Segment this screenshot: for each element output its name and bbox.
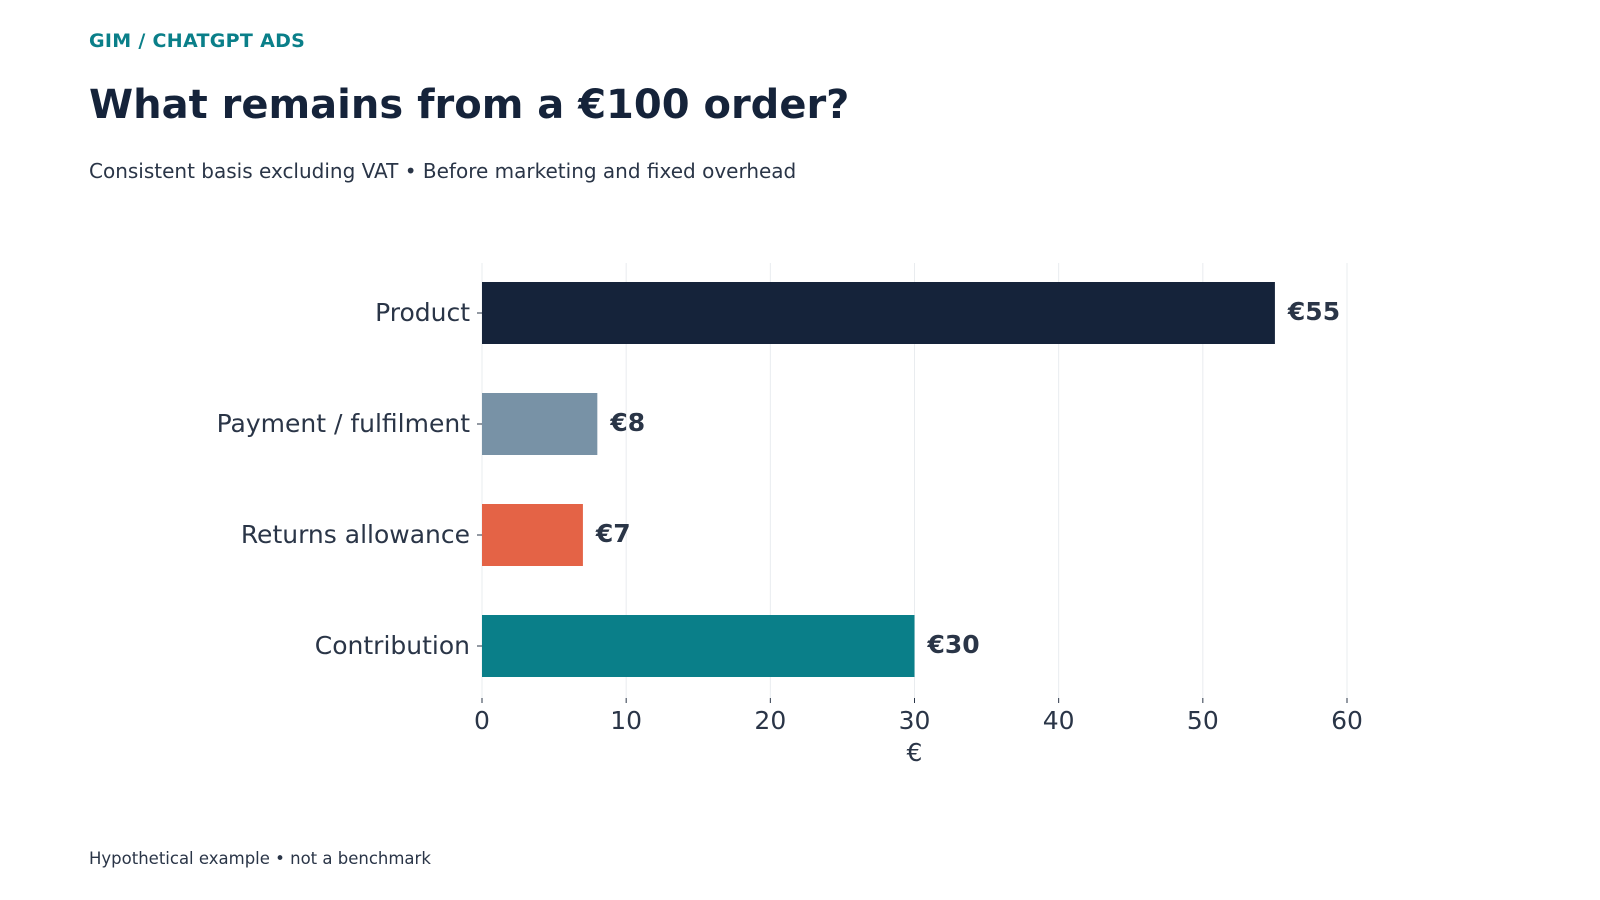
value-label: €8	[609, 408, 645, 437]
x-tick-label: 60	[1331, 706, 1363, 735]
kicker-label: GIM / CHATGPT ADS	[89, 30, 306, 52]
chart-subtitle: Consistent basis excluding VAT • Before …	[89, 159, 797, 183]
footnote: Hypothetical example • not a benchmark	[89, 849, 431, 868]
category-label: Returns allowance	[241, 520, 470, 549]
x-tick-label: 40	[1043, 706, 1075, 735]
x-tick-label: 10	[610, 706, 642, 735]
category-label: Payment / fulfilment	[217, 409, 471, 438]
value-label: €7	[595, 519, 631, 548]
bar-contribution	[482, 615, 915, 677]
category-label: Product	[375, 298, 470, 327]
x-tick-label: 30	[899, 706, 931, 735]
bar-returns-allowance	[482, 504, 583, 566]
value-label: €30	[927, 630, 980, 659]
bar-payment-fulfilment	[482, 393, 598, 455]
value-label: €55	[1287, 297, 1340, 326]
x-tick-label: 0	[474, 706, 490, 735]
category-label: Contribution	[315, 631, 470, 660]
bar-product	[482, 282, 1275, 344]
chart-title: What remains from a €100 order?	[89, 82, 850, 128]
x-tick-label: 20	[754, 706, 786, 735]
x-axis-label: €	[907, 738, 923, 767]
x-tick-label: 50	[1187, 706, 1219, 735]
